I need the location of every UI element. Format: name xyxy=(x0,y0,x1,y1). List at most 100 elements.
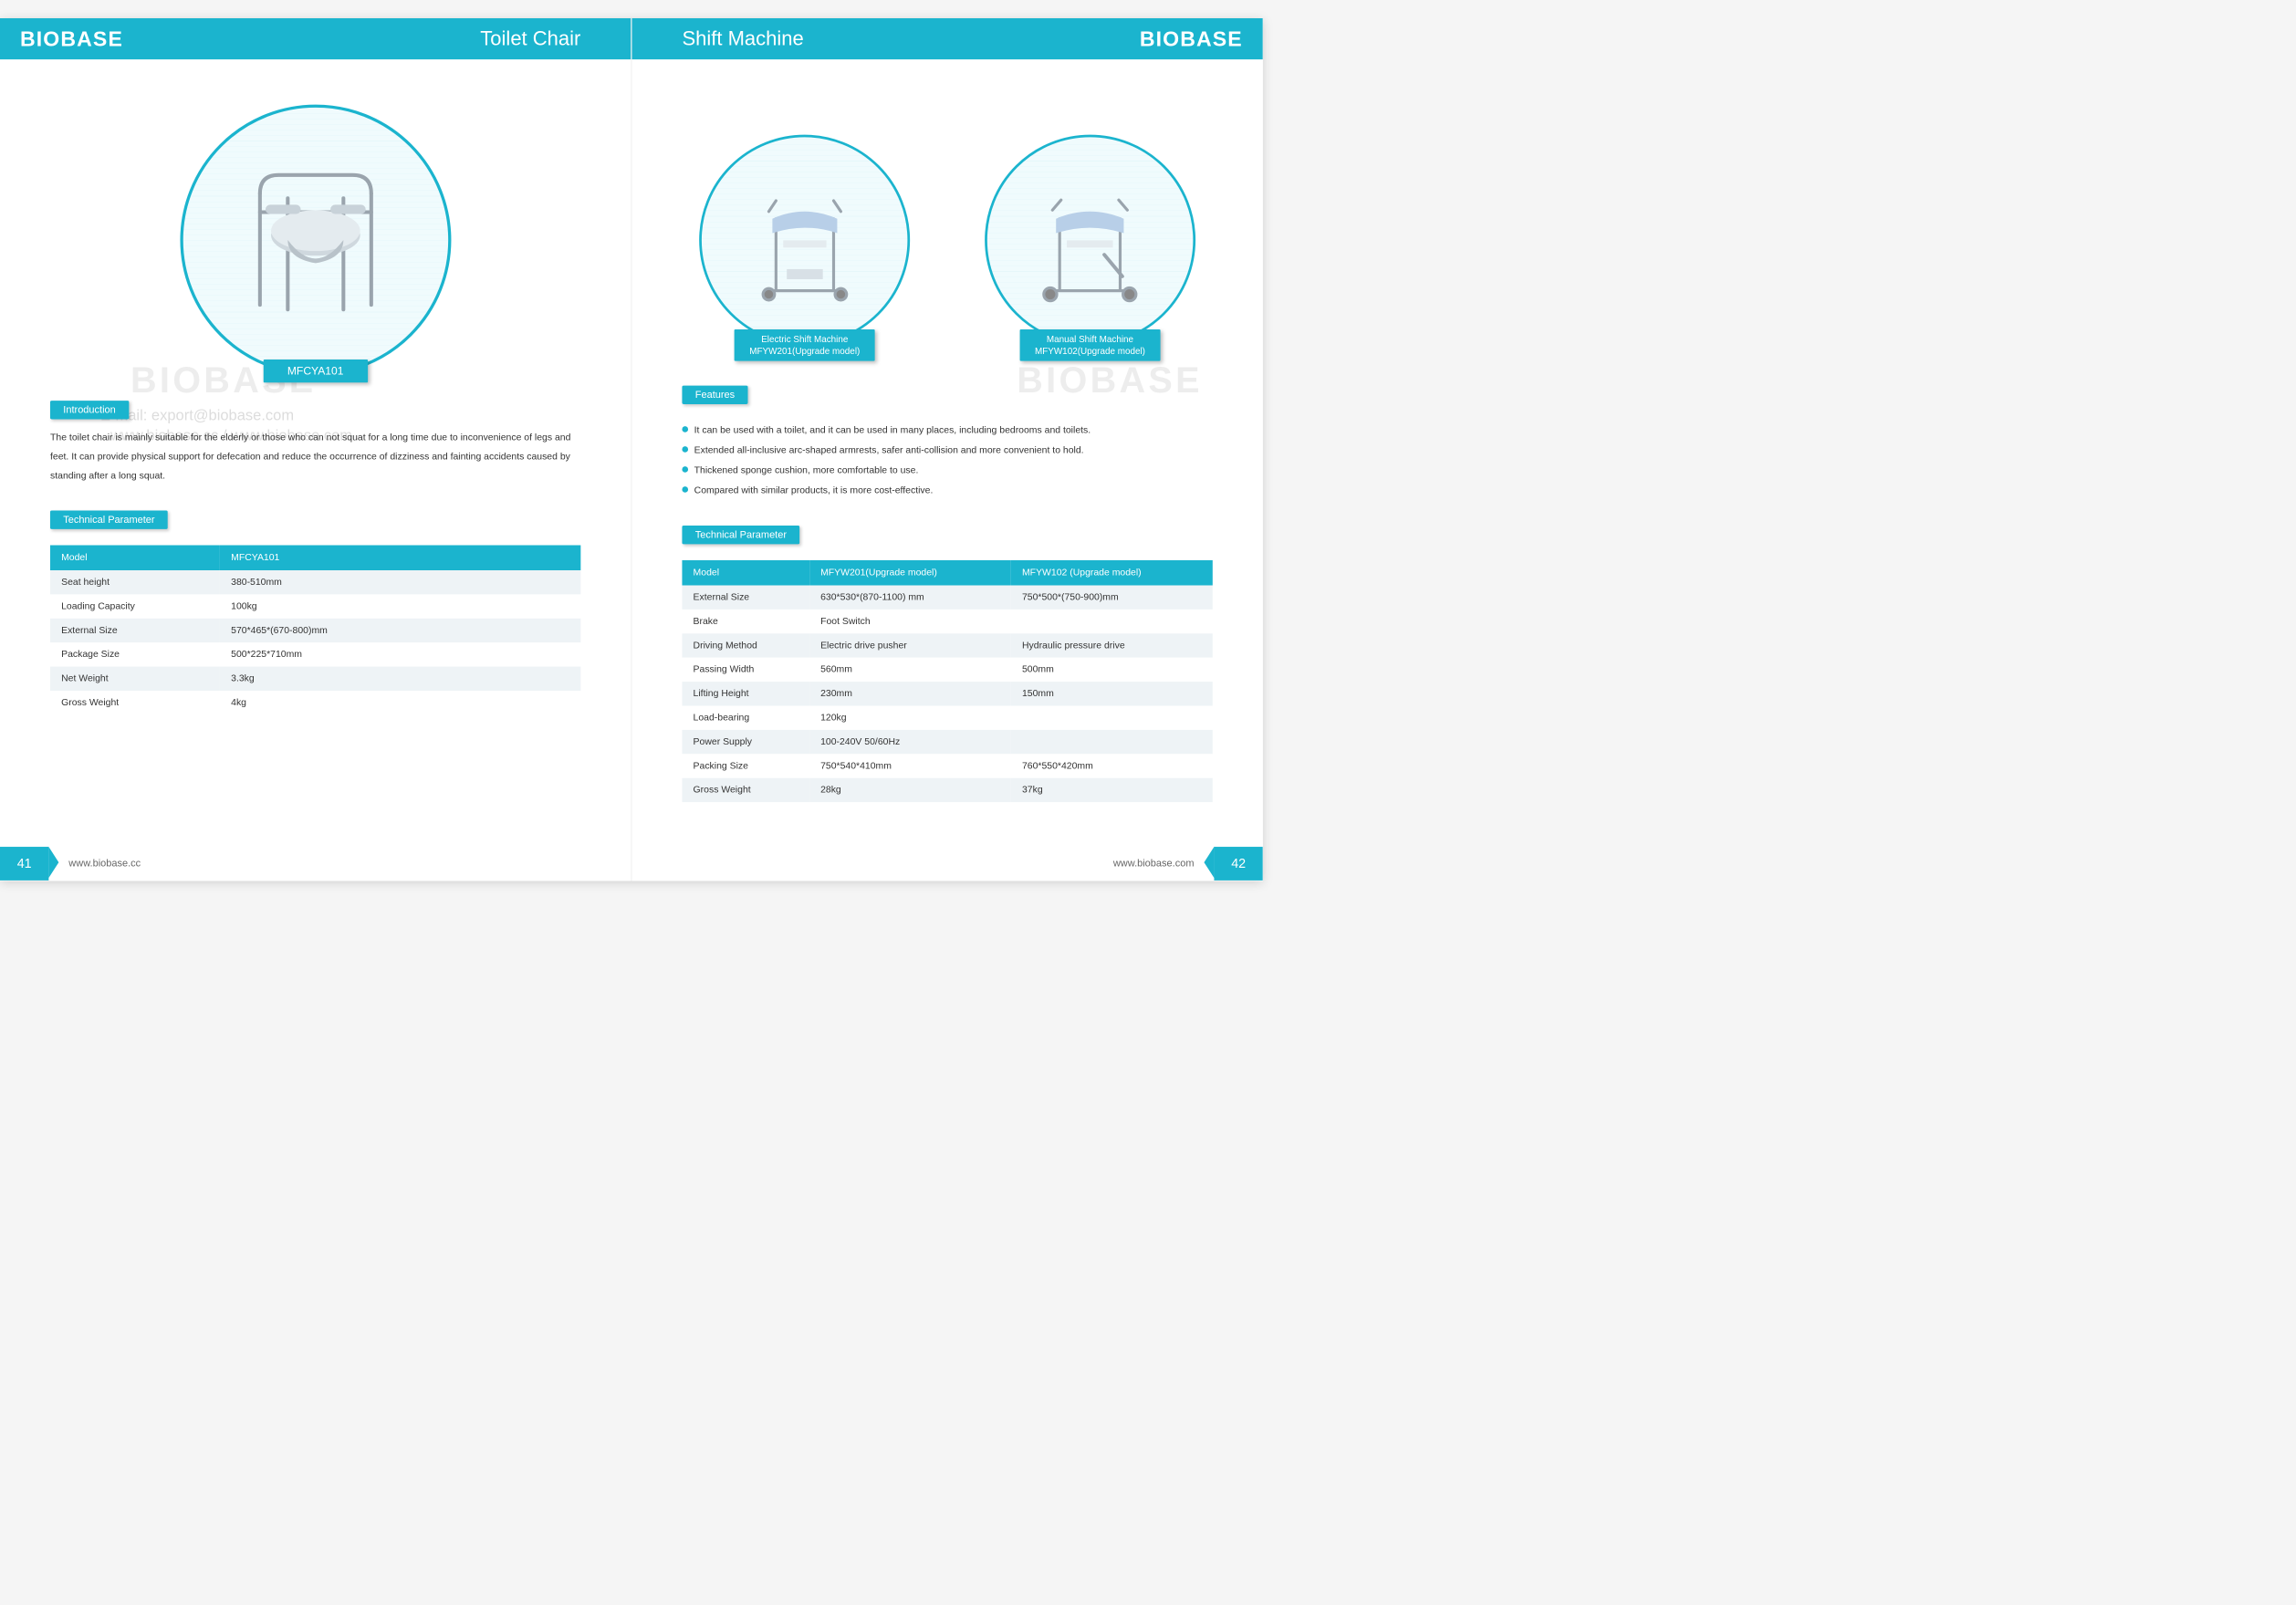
table-cell: Foot Switch xyxy=(809,610,1011,633)
table-cell: Gross Weight xyxy=(50,691,220,714)
table-cell: 150mm xyxy=(1011,682,1213,705)
electric-shift-illustration xyxy=(733,168,877,312)
col-header: Model xyxy=(682,560,809,586)
table-row: Seat height380-510mm xyxy=(50,570,580,594)
table-cell: External Size xyxy=(50,619,220,642)
table-cell: 750*500*(750-900)mm xyxy=(1011,585,1213,609)
table-cell: 100-240V 50/60Hz xyxy=(809,730,1011,754)
table-cell: Load-bearing xyxy=(682,705,809,729)
table-cell: 120kg xyxy=(809,705,1011,729)
page-right: Shift Machine BIOBASE BIOBASE xyxy=(631,18,1262,881)
col-header: MFYW201(Upgrade model) xyxy=(809,560,1011,586)
table-row: Driving MethodElectric drive pusherHydra… xyxy=(682,633,1212,657)
product-images-row: Electric Shift Machine MFYW201(Upgrade m… xyxy=(682,115,1212,346)
table-cell: Passing Width xyxy=(682,657,809,681)
table-cell: 3.3kg xyxy=(220,667,580,691)
col-header: MFYW102 (Upgrade model) xyxy=(1011,560,1213,586)
model-badge: MFCYA101 xyxy=(263,360,367,382)
table-cell: 230mm xyxy=(809,682,1011,705)
tech-param-table-right: Model MFYW201(Upgrade model) MFYW102 (Up… xyxy=(682,560,1212,802)
page-left: BIOBASE Toilet Chair BIOBASE E-mail: exp… xyxy=(0,18,631,881)
table-row: Gross Weight4kg xyxy=(50,691,580,714)
table-row: Passing Width560mm500mm xyxy=(682,657,1212,681)
model-line: Manual Shift Machine xyxy=(1035,334,1145,346)
table-cell: Gross Weight xyxy=(682,777,809,801)
features-label: Features xyxy=(682,386,747,404)
table-cell: Power Supply xyxy=(682,730,809,754)
table-cell: External Size xyxy=(682,585,809,609)
table-cell: 560mm xyxy=(809,657,1011,681)
tech-param-label-left: Technical Parameter xyxy=(50,511,168,529)
brand-logo-left: BIOBASE xyxy=(20,26,123,50)
footer-right: www.biobase.com 42 xyxy=(631,846,1262,881)
footer-left: 41 www.biobase.cc xyxy=(0,846,631,881)
table-cell: 630*530*(870-1100) mm xyxy=(809,585,1011,609)
table-cell: 100kg xyxy=(220,594,580,618)
table-cell: Hydraulic pressure drive xyxy=(1011,633,1213,657)
page-number: 42 xyxy=(1214,847,1262,881)
tech-param-label-right: Technical Parameter xyxy=(682,526,799,544)
manual-shift-illustration xyxy=(1018,168,1163,312)
table-cell: Electric drive pusher xyxy=(809,633,1011,657)
table-cell xyxy=(1011,610,1213,633)
col-header: Model xyxy=(50,546,220,571)
table-cell: Brake xyxy=(682,610,809,633)
table-row: Loading Capacity100kg xyxy=(50,594,580,618)
feature-item: Extended all-inclusive arc-shaped armres… xyxy=(682,440,1212,460)
page-title-left: Toilet Chair xyxy=(480,27,580,50)
table-cell: 28kg xyxy=(809,777,1011,801)
table-row: Packing Size750*540*410mm760*550*420mm xyxy=(682,754,1212,777)
model-badge: Manual Shift Machine MFYW102(Upgrade mod… xyxy=(1019,329,1160,361)
table-cell: 750*540*410mm xyxy=(809,754,1011,777)
table-row: External Size630*530*(870-1100) mm750*50… xyxy=(682,585,1212,609)
tech-param-table-left: Model MFCYA101 Seat height380-510mmLoadi… xyxy=(50,546,580,715)
table-cell: 4kg xyxy=(220,691,580,714)
feature-item: It can be used with a toilet, and it can… xyxy=(682,421,1212,441)
content-left: MFCYA101 Introduction The toilet chair i… xyxy=(0,59,631,745)
table-row: Gross Weight28kg37kg xyxy=(682,777,1212,801)
feature-item: Compared with similar products, it is mo… xyxy=(682,480,1212,500)
table-cell: Packing Size xyxy=(682,754,809,777)
product-image-circle: Manual Shift Machine MFYW102(Upgrade mod… xyxy=(985,135,1195,346)
features-list: It can be used with a toilet, and it can… xyxy=(682,421,1212,501)
model-line: MFYW201(Upgrade model) xyxy=(749,345,860,357)
product-image-circle: Electric Shift Machine MFYW201(Upgrade m… xyxy=(699,135,910,346)
header-right: Shift Machine BIOBASE xyxy=(631,18,1262,59)
table-cell: 380-510mm xyxy=(220,570,580,594)
feature-item: Thickened sponge cushion, more comfortab… xyxy=(682,460,1212,480)
footer-url: www.biobase.cc xyxy=(68,858,141,870)
col-header: MFCYA101 xyxy=(220,546,580,571)
catalog-spread: BIOBASE Toilet Chair BIOBASE E-mail: exp… xyxy=(0,18,1263,881)
table-row: Package Size500*225*710mm xyxy=(50,642,580,666)
introduction-label: Introduction xyxy=(50,401,129,419)
table-cell: Seat height xyxy=(50,570,220,594)
table-cell: Net Weight xyxy=(50,667,220,691)
table-row: Net Weight3.3kg xyxy=(50,667,580,691)
brand-logo-right: BIOBASE xyxy=(1140,26,1243,50)
table-cell: 570*465*(670-800)mm xyxy=(220,619,580,642)
introduction-text: The toilet chair is mainly suitable for … xyxy=(50,428,580,485)
table-cell: Lifting Height xyxy=(682,682,809,705)
table-cell: Driving Method xyxy=(682,633,809,657)
table-cell: 37kg xyxy=(1011,777,1213,801)
header-left: BIOBASE Toilet Chair xyxy=(0,18,631,59)
toilet-chair-illustration xyxy=(223,147,408,332)
table-row: Power Supply100-240V 50/60Hz xyxy=(682,730,1212,754)
table-cell: 500mm xyxy=(1011,657,1213,681)
table-row: External Size570*465*(670-800)mm xyxy=(50,619,580,642)
table-row: Load-bearing120kg xyxy=(682,705,1212,729)
page-title-right: Shift Machine xyxy=(682,27,803,50)
table-cell xyxy=(1011,730,1213,754)
table-cell: Package Size xyxy=(50,642,220,666)
model-line: Electric Shift Machine xyxy=(749,334,860,346)
table-cell: 500*225*710mm xyxy=(220,642,580,666)
table-row: BrakeFoot Switch xyxy=(682,610,1212,633)
table-row: Lifting Height230mm150mm xyxy=(682,682,1212,705)
model-line: MFYW102(Upgrade model) xyxy=(1035,345,1145,357)
footer-url: www.biobase.com xyxy=(1113,858,1195,870)
table-cell xyxy=(1011,705,1213,729)
content-right: Electric Shift Machine MFYW201(Upgrade m… xyxy=(631,59,1262,832)
table-cell: 760*550*420mm xyxy=(1011,754,1213,777)
table-cell: Loading Capacity xyxy=(50,594,220,618)
model-badge: Electric Shift Machine MFYW201(Upgrade m… xyxy=(735,329,875,361)
